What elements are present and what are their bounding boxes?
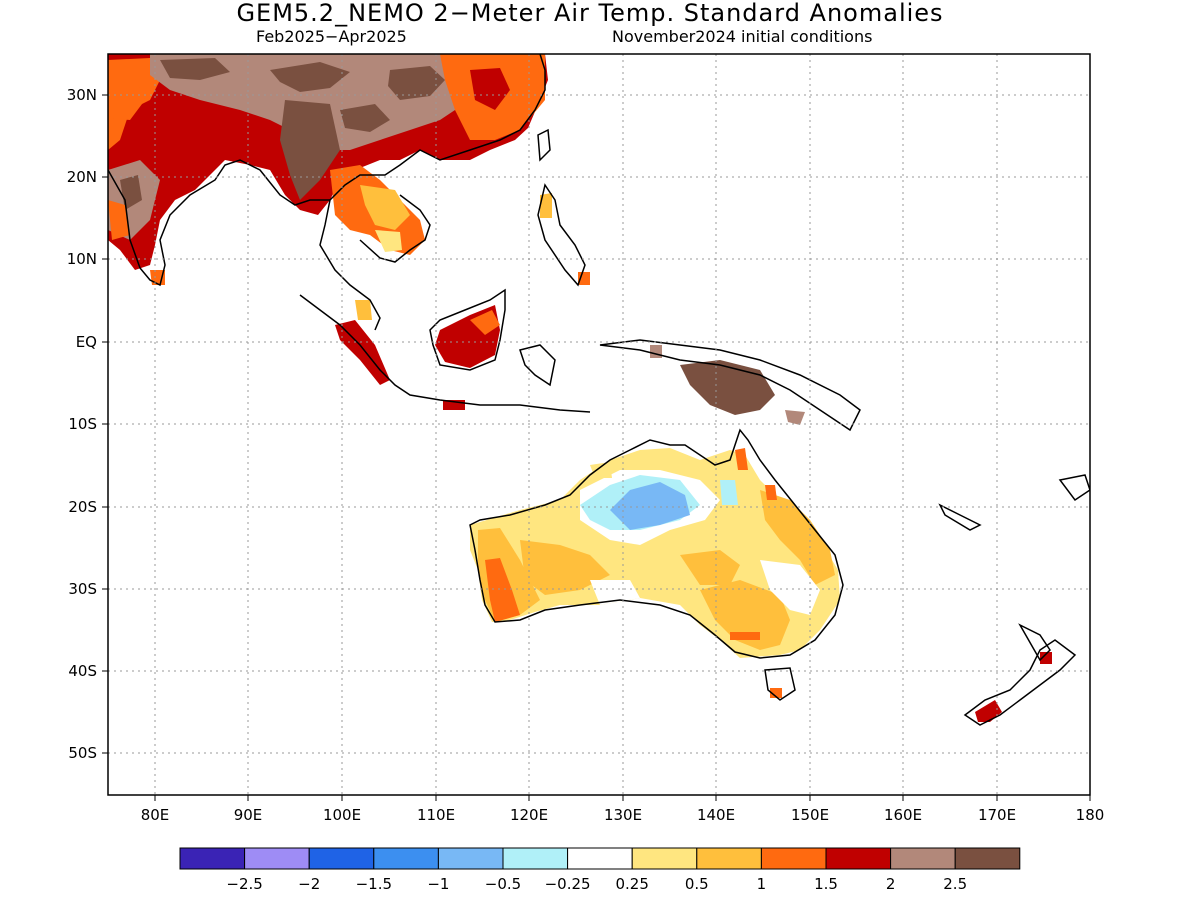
colorbar-swatch xyxy=(308,847,375,870)
lon-tick-label: 160E xyxy=(884,806,922,824)
lat-tick-label: 30S xyxy=(68,580,97,598)
lat-tick-label: 20N xyxy=(67,168,97,186)
lat-tick-label: EQ xyxy=(76,333,97,351)
colorbar-swatch xyxy=(437,847,504,870)
lon-tick-label: 140E xyxy=(697,806,735,824)
australia-anomaly-region xyxy=(470,448,840,698)
lat-tick-label: 20S xyxy=(68,498,97,516)
colorbar-label: −2.5 xyxy=(226,875,262,893)
colorbar-swatch xyxy=(825,847,892,870)
forecast-period: Feb2025−Apr2025 xyxy=(256,27,407,46)
colorbar-label: 1.5 xyxy=(814,875,838,893)
colorbar-label: −0.25 xyxy=(545,875,591,893)
lat-tick-label: 10N xyxy=(67,250,97,268)
colorbar-label: −0.5 xyxy=(485,875,521,893)
map-title: GEM5.2_NEMO 2−Meter Air Temp. Standard A… xyxy=(236,0,944,27)
lon-tick-label: 80E xyxy=(141,806,170,824)
colorbar-swatch xyxy=(760,847,827,870)
colorbar-swatch xyxy=(502,847,569,870)
colorbar-swatch xyxy=(890,847,956,870)
initial-conditions-label: November2024 initial conditions xyxy=(612,27,873,46)
lat-tick-label: 30N xyxy=(67,86,97,104)
colorbar-label: 2.5 xyxy=(943,875,967,893)
colorbar-swatch xyxy=(696,847,762,870)
colorbar-swatch xyxy=(179,847,246,870)
colorbar-label: 2 xyxy=(886,875,896,893)
lon-tick-label: 130E xyxy=(604,806,642,824)
lat-tick-label: 10S xyxy=(68,415,97,433)
latitude-labels: 30N 20N 10N EQ 10S 20S 30S 40S 50S xyxy=(67,86,97,762)
lon-tick-label: 120E xyxy=(510,806,548,824)
lon-tick-label: 150E xyxy=(791,806,829,824)
lon-tick-label: 110E xyxy=(417,806,455,824)
grid-lines xyxy=(108,54,1090,795)
lat-tick-label: 50S xyxy=(68,744,97,762)
asia-anomaly-region xyxy=(108,54,590,285)
colorbar-label: 0.5 xyxy=(685,875,709,893)
longitude-labels: 80E 90E 100E 110E 120E 130E 140E 150E 16… xyxy=(141,806,1105,824)
lon-tick-label: 170E xyxy=(978,806,1016,824)
colorbar: −2.5 −2 −1.5 −1 −0.5 −0.25 0.25 0.5 1 1.5 2 2.5 xyxy=(179,847,1021,893)
tick-marks xyxy=(102,94,1091,801)
lon-tick-label: 180 xyxy=(1076,806,1105,824)
new-zealand-anomaly-region xyxy=(975,652,1052,722)
lon-tick-label: 100E xyxy=(323,806,361,824)
colorbar-label: 1 xyxy=(757,875,767,893)
colorbar-swatch xyxy=(373,847,439,870)
colorbar-swatch xyxy=(954,847,1021,870)
coastlines xyxy=(108,54,1090,726)
lat-tick-label: 40S xyxy=(68,662,97,680)
colorbar-label: 0.25 xyxy=(615,875,648,893)
colorbar-label: −2 xyxy=(298,875,320,893)
colorbar-label: −1 xyxy=(427,875,449,893)
colorbar-swatch xyxy=(567,847,633,870)
lon-tick-label: 90E xyxy=(234,806,263,824)
maritime-anomaly-region xyxy=(335,300,805,425)
colorbar-label: −1.5 xyxy=(356,875,392,893)
colorbar-swatch xyxy=(244,847,310,870)
colorbar-swatch xyxy=(631,847,698,870)
